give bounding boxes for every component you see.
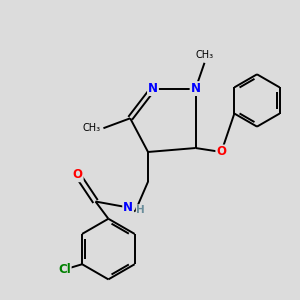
- Text: O: O: [216, 146, 226, 158]
- Text: H: H: [136, 205, 145, 215]
- Text: N: N: [123, 201, 133, 214]
- Text: CH₃: CH₃: [195, 50, 214, 60]
- Text: N: N: [190, 82, 201, 95]
- Text: O: O: [73, 168, 83, 181]
- Text: N: N: [148, 82, 158, 95]
- Text: CH₃: CH₃: [82, 123, 100, 133]
- Text: Cl: Cl: [58, 263, 71, 276]
